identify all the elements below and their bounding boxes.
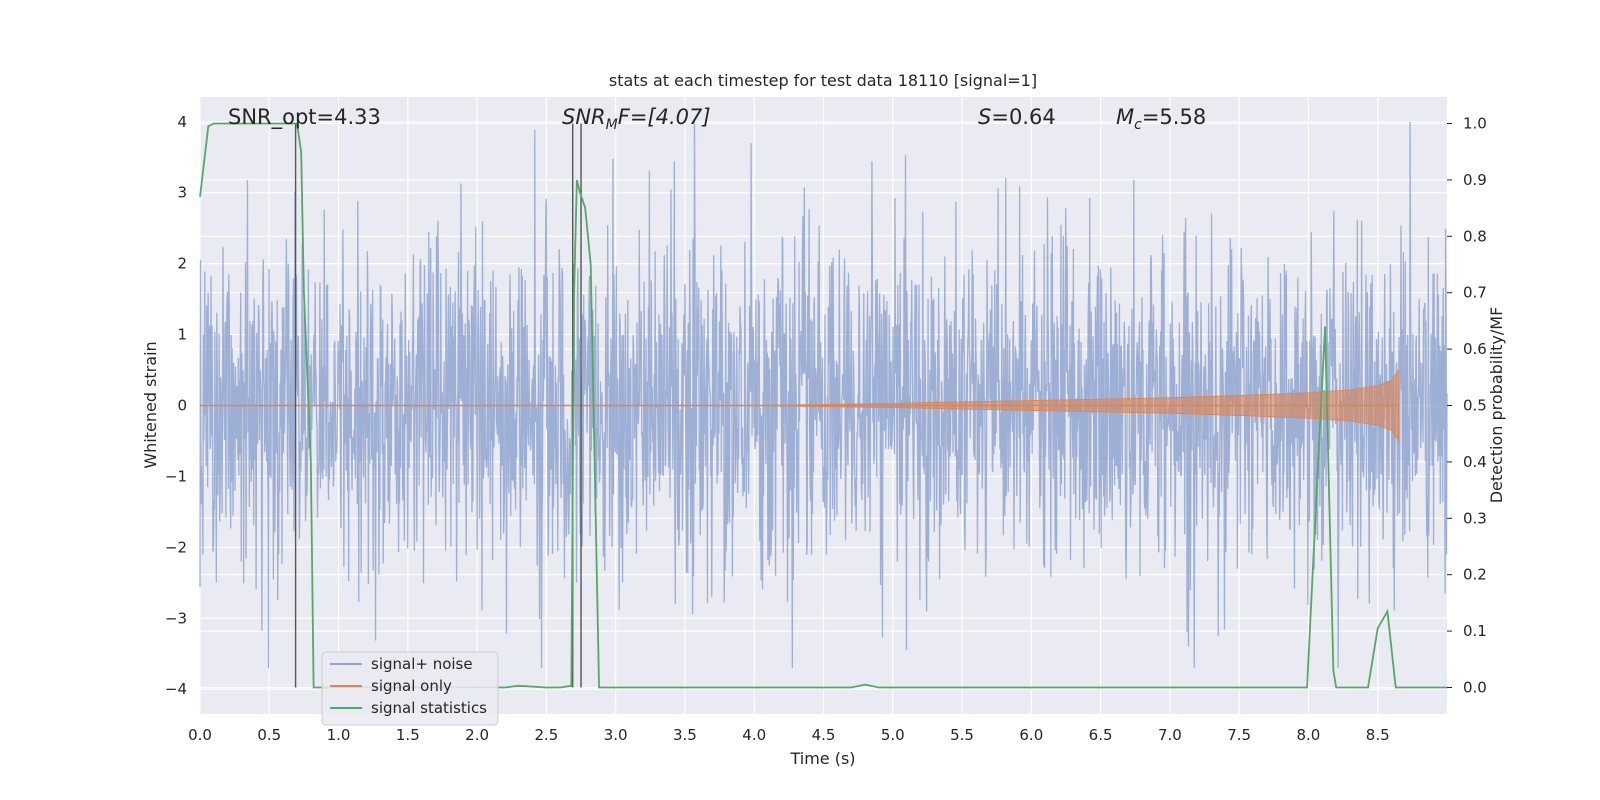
mc-sub: c: [1134, 117, 1142, 133]
legend-label-signal: signal only: [371, 677, 452, 695]
x-tick-label: 6.0: [1019, 726, 1043, 744]
left-y-tick-label: 4: [177, 113, 187, 131]
x-axis-label: Time (s): [789, 749, 855, 768]
left-y-tick-label: −3: [165, 609, 187, 627]
x-tick-label: 1.0: [327, 726, 351, 744]
right-y-tick-label: 0.9: [1463, 171, 1487, 189]
right-y-axis-label: Detection probability/MF: [1487, 307, 1506, 504]
legend: signal+ noise signal only signal statist…: [321, 651, 499, 726]
signal-noise-series: [199, 121, 1448, 668]
legend-label-noise: signal+ noise: [371, 655, 473, 673]
x-tick-label: 5.5: [950, 726, 974, 744]
statistics-line: [199, 122, 1447, 689]
right-y-tick-label: 0.3: [1463, 509, 1487, 527]
x-tick-label: 6.5: [1089, 726, 1113, 744]
x-tick-label: 8.5: [1366, 726, 1390, 744]
right-y-tick-label: 0.6: [1463, 340, 1487, 358]
x-tick-label: 4.0: [742, 726, 766, 744]
annotation-mc: Mc=5.58: [1116, 105, 1206, 133]
right-y-tick-label: 0.8: [1463, 227, 1487, 245]
right-y-tick-label: 0.5: [1463, 397, 1487, 415]
right-y-tick-label: 0.2: [1463, 566, 1487, 584]
left-y-axis-label: Whitened strain: [141, 341, 160, 468]
x-tick-label: 4.5: [812, 726, 836, 744]
x-tick-label: 1.5: [396, 726, 420, 744]
left-y-tick-label: 3: [177, 184, 187, 202]
mc-rest: =5.58: [1142, 105, 1206, 129]
annotation-s: S=0.64: [978, 105, 1056, 129]
right-y-tick-label: 1.0: [1463, 115, 1487, 133]
legend-box: [321, 651, 499, 726]
right-y-tick-label: 0.0: [1463, 678, 1487, 696]
left-y-tick-label: −2: [165, 538, 187, 556]
x-tick-label: 3.5: [673, 726, 697, 744]
snr-mf-sub: M: [606, 117, 618, 133]
left-y-tick-label: 0: [177, 397, 187, 415]
signal-only-series: [200, 368, 1399, 443]
snr-mf-rest: F=[4.07]: [618, 105, 711, 129]
right-y-tick-label: 0.7: [1463, 284, 1487, 302]
right-y-tick-label: 0.1: [1463, 622, 1487, 640]
x-tick-label: 0.0: [188, 726, 212, 744]
chart-title: stats at each timestep for test data 181…: [609, 71, 1037, 90]
x-tick-label: 7.5: [1227, 726, 1251, 744]
x-tick-label: 2.5: [534, 726, 558, 744]
left-y-tick-labels: 4 3 2 1 0 −1 −2 −3 −4: [165, 113, 187, 698]
mc-main: M: [1116, 105, 1134, 129]
s-rest: =0.64: [991, 105, 1055, 129]
x-tick-label: 7.0: [1158, 726, 1182, 744]
legend-label-stats: signal statistics: [371, 699, 487, 717]
x-tick-label: 3.0: [604, 726, 628, 744]
left-y-tick-label: −4: [165, 680, 187, 698]
x-tick-label: 8.0: [1297, 726, 1321, 744]
left-y-tick-label: −1: [165, 467, 187, 485]
x-tick-label: 0.5: [257, 726, 281, 744]
annotation-snr-opt: SNR_opt=4.33: [228, 105, 381, 130]
s-main: S: [978, 105, 991, 129]
x-tick-label: 5.0: [881, 726, 905, 744]
x-tick-labels: 0.0 0.5 1.0 1.5 2.0 2.5 3.0 3.5 4.0 4.5 5.0 5.5 6.0 6…: [188, 726, 1390, 744]
snr-mf-main: SNR: [562, 105, 606, 129]
right-y-tick-label: 0.4: [1463, 453, 1487, 471]
left-y-tick-label: 2: [177, 255, 187, 273]
right-y-tick-labels: 1.0 0.9 0.8 0.7 0.6 0.5 0.4 0.3 0.2 0.1 0.0: [1447, 115, 1487, 696]
left-y-tick-label: 1: [177, 326, 187, 344]
annotation-snr-mf: SNRMF=[4.07]: [562, 105, 711, 133]
signal-statistics-series: [199, 122, 1447, 689]
noise-trace: [199, 121, 1448, 668]
x-tick-label: 2.0: [465, 726, 489, 744]
